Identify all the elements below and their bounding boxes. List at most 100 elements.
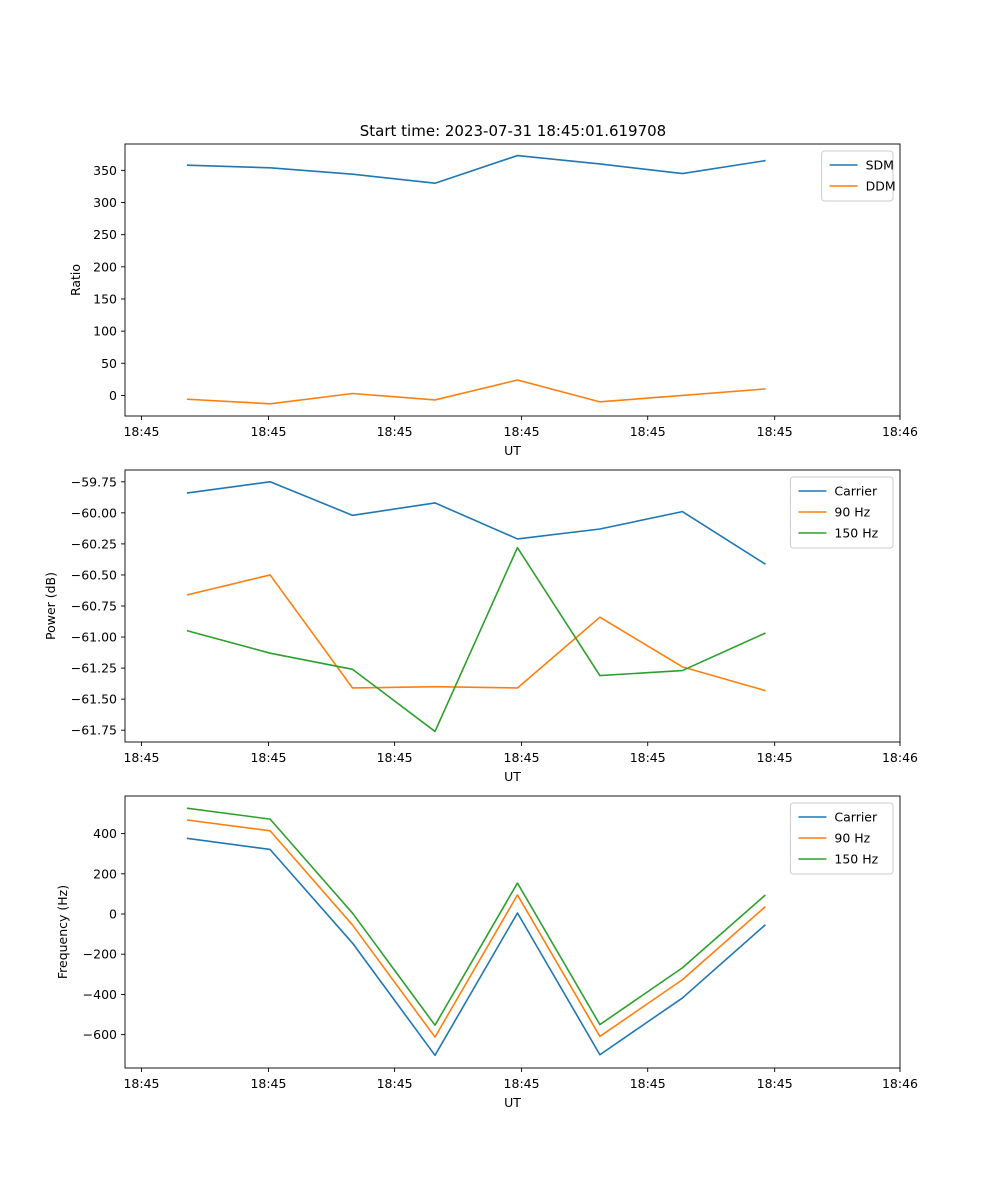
y-tick-label: −200 xyxy=(83,947,117,962)
data-point xyxy=(763,688,767,692)
data-point xyxy=(515,546,519,550)
y-tick-label: −400 xyxy=(83,987,117,1002)
data-point xyxy=(598,615,602,619)
legend-box xyxy=(789,476,894,549)
x-axis-label: UT xyxy=(504,769,521,784)
data-point xyxy=(351,391,355,395)
data-point xyxy=(515,537,519,541)
x-tick-label: 18:45 xyxy=(504,750,540,765)
legend: SDM DDM xyxy=(821,150,896,202)
data-point xyxy=(268,480,272,484)
data-point xyxy=(351,911,355,915)
series-line-carrier xyxy=(186,480,766,565)
y-tick-label: 300 xyxy=(93,195,117,210)
x-tick-label: 18:45 xyxy=(630,424,666,439)
x-tick-label: 18:45 xyxy=(757,750,793,765)
data-point xyxy=(598,1023,602,1027)
y-tick-label: 400 xyxy=(93,826,117,841)
x-tick-label: 18:45 xyxy=(377,750,413,765)
legend-box xyxy=(821,150,894,202)
data-point xyxy=(515,154,519,158)
data-point xyxy=(763,387,767,391)
series-line-150-hz xyxy=(186,546,766,733)
data-point xyxy=(433,398,437,402)
y-axis-label: Frequency (Hz) xyxy=(55,885,70,979)
data-point xyxy=(433,729,437,733)
y-tick-label: −60.25 xyxy=(71,536,117,551)
data-point xyxy=(763,905,767,909)
data-point xyxy=(433,1023,437,1027)
data-point xyxy=(763,562,767,566)
data-point xyxy=(680,996,684,1000)
data-point xyxy=(680,510,684,514)
data-point xyxy=(351,513,355,517)
plot-frame xyxy=(124,143,901,417)
legend-label: 90 Hz xyxy=(834,505,870,520)
data-point xyxy=(186,629,190,633)
y-tick-label: 350 xyxy=(93,163,117,178)
plot-frame xyxy=(124,469,901,743)
y-tick-label: 200 xyxy=(93,866,117,881)
data-point xyxy=(268,166,272,170)
data-point xyxy=(598,162,602,166)
data-point xyxy=(351,686,355,690)
data-point xyxy=(433,685,437,689)
data-point xyxy=(186,491,190,495)
data-point xyxy=(433,1053,437,1057)
data-point xyxy=(598,674,602,678)
subplots: 0 50 100 150 200 250 300 350 18:45 18:45 18:45 18:4… xyxy=(43,143,918,1110)
data-point xyxy=(515,686,519,690)
data-point xyxy=(515,893,519,897)
y-axis-label: Ratio xyxy=(68,264,83,296)
data-point xyxy=(515,378,519,382)
legend-label: Carrier xyxy=(834,810,878,825)
legend-label: 90 Hz xyxy=(834,831,870,846)
x-tick-label: 18:45 xyxy=(504,1076,540,1091)
y-tick-label: −59.75 xyxy=(71,474,117,489)
x-tick-label: 18:45 xyxy=(630,1076,666,1091)
y-tick-label: −61.25 xyxy=(71,661,117,676)
data-point xyxy=(680,172,684,176)
data-point xyxy=(351,923,355,927)
x-tick-label: 18:45 xyxy=(123,1076,159,1091)
legend-label: DDM xyxy=(866,179,896,194)
data-point xyxy=(680,966,684,970)
y-tick-label: −61.75 xyxy=(71,723,117,738)
y-axis-label: Power (dB) xyxy=(43,572,58,640)
series-line-carrier xyxy=(186,837,766,1057)
y-tick-label: 0 xyxy=(109,388,117,403)
data-point xyxy=(268,829,272,833)
data-point xyxy=(351,667,355,671)
data-point xyxy=(680,978,684,982)
x-tick-label: 18:45 xyxy=(123,750,159,765)
y-tick-label: 250 xyxy=(93,227,117,242)
x-tick-label: 18:45 xyxy=(250,1076,286,1091)
series-line-ddm xyxy=(186,379,766,405)
legend-box xyxy=(789,802,894,875)
y-tick-label: 50 xyxy=(101,356,117,371)
data-point xyxy=(186,593,190,597)
y-tick-label: 150 xyxy=(93,291,117,306)
data-point xyxy=(598,527,602,531)
x-tick-label: 18:45 xyxy=(377,424,413,439)
y-tick-label: −600 xyxy=(83,1027,117,1042)
data-point xyxy=(763,631,767,635)
data-point xyxy=(515,911,519,915)
y-tick-label: −60.50 xyxy=(71,567,117,582)
subplot-1: 0 50 100 150 200 250 300 350 18:45 18:45 18:45 18:4… xyxy=(68,143,918,458)
data-point xyxy=(268,651,272,655)
x-tick-label: 18:46 xyxy=(882,424,918,439)
legend-label: 150 Hz xyxy=(834,852,878,867)
data-point xyxy=(268,847,272,851)
data-point xyxy=(186,397,190,401)
data-point xyxy=(186,818,190,822)
data-point xyxy=(351,172,355,176)
chart-title: Start time: 2023-07-31 18:45:01.619708 xyxy=(360,122,666,140)
data-point xyxy=(763,923,767,927)
data-point xyxy=(268,817,272,821)
data-point xyxy=(433,501,437,505)
y-tick-label: −60.00 xyxy=(71,505,117,520)
x-axis-label: UT xyxy=(504,1095,521,1110)
data-point xyxy=(680,393,684,397)
